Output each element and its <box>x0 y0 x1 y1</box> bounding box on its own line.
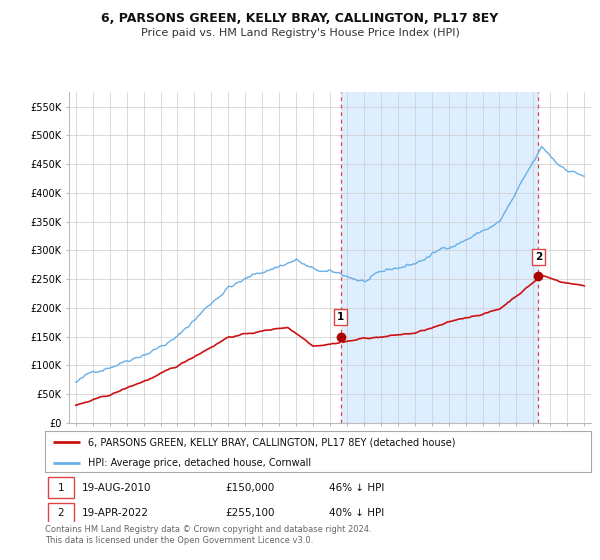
Text: Price paid vs. HM Land Registry's House Price Index (HPI): Price paid vs. HM Land Registry's House … <box>140 28 460 38</box>
Text: 19-APR-2022: 19-APR-2022 <box>82 508 149 519</box>
FancyBboxPatch shape <box>48 503 74 524</box>
FancyBboxPatch shape <box>48 477 74 498</box>
Text: 2: 2 <box>58 508 64 519</box>
Text: 19-AUG-2010: 19-AUG-2010 <box>82 483 152 493</box>
Text: 1: 1 <box>58 483 64 493</box>
Text: 40% ↓ HPI: 40% ↓ HPI <box>329 508 384 519</box>
Text: £255,100: £255,100 <box>225 508 275 519</box>
Text: 6, PARSONS GREEN, KELLY BRAY, CALLINGTON, PL17 8EY (detached house): 6, PARSONS GREEN, KELLY BRAY, CALLINGTON… <box>88 437 455 447</box>
Text: £150,000: £150,000 <box>225 483 274 493</box>
Text: 6, PARSONS GREEN, KELLY BRAY, CALLINGTON, PL17 8EY: 6, PARSONS GREEN, KELLY BRAY, CALLINGTON… <box>101 12 499 25</box>
Text: HPI: Average price, detached house, Cornwall: HPI: Average price, detached house, Corn… <box>88 458 311 468</box>
Text: 46% ↓ HPI: 46% ↓ HPI <box>329 483 384 493</box>
Text: 1: 1 <box>337 312 344 322</box>
Text: 2: 2 <box>535 252 542 262</box>
Bar <box>341 92 538 423</box>
Text: Contains HM Land Registry data © Crown copyright and database right 2024.
This d: Contains HM Land Registry data © Crown c… <box>45 525 371 545</box>
